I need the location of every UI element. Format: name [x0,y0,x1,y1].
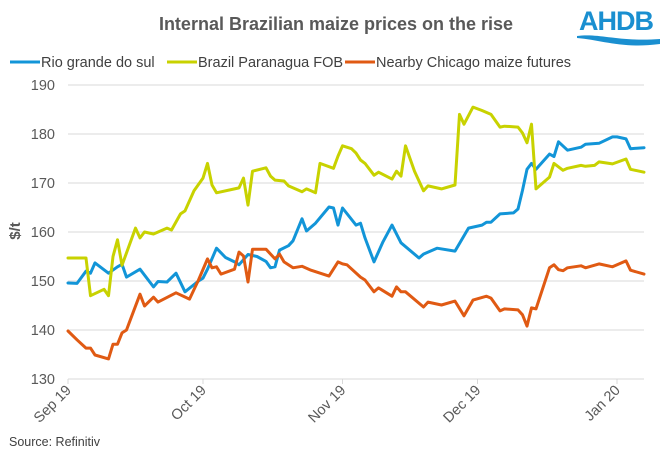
legend: Rio grande do sul Brazil Paranagua FOB Nea… [10,55,571,71]
series-lines [66,105,646,361]
legend-item: Rio grande do sul [10,55,155,71]
y-tick-label: 150 [31,274,55,290]
series-line-brazil-paranagua-fob [66,105,646,298]
legend-label: Brazil Paranagua FOB [198,55,343,71]
legend-item: Nearby Chicago maize futures [345,55,571,71]
source-note: Source: Refinitiv [9,435,101,449]
legend-label: Rio grande do sul [41,55,155,71]
y-axis: 130 140 150 160 170 180 190 [31,78,55,388]
y-tick-label: 190 [31,78,55,94]
legend-item: Brazil Paranagua FOB [167,55,343,71]
y-tick-label: 180 [31,127,55,143]
x-tick-label: Sep 19 [31,383,75,427]
legend-label: Nearby Chicago maize futures [376,55,571,71]
series-line-nearby-chicago-maize-futures [66,247,646,361]
y-tick-label: 140 [31,323,55,339]
logo-wave-icon [577,35,660,46]
chart-title: Internal Brazilian maize prices on the r… [159,14,513,34]
x-tick-label: Jan 20 [582,383,624,425]
y-axis-title: $/t [7,222,24,240]
series-line-rio-grande-do-sul [66,135,646,294]
ahdb-logo: AHDB [577,6,660,46]
x-tick-label: Dec 19 [441,383,485,427]
y-tick-label: 130 [31,372,55,388]
logo-text: AHDB [579,6,653,36]
x-tick-label: Nov 19 [306,383,350,427]
y-tick-label: 160 [31,225,55,241]
y-tick-label: 170 [31,176,55,192]
x-tick-label: Oct 19 [168,383,210,425]
x-axis: Sep 19 Oct 19 Nov 19 Dec 19 Jan 20 [31,379,624,426]
